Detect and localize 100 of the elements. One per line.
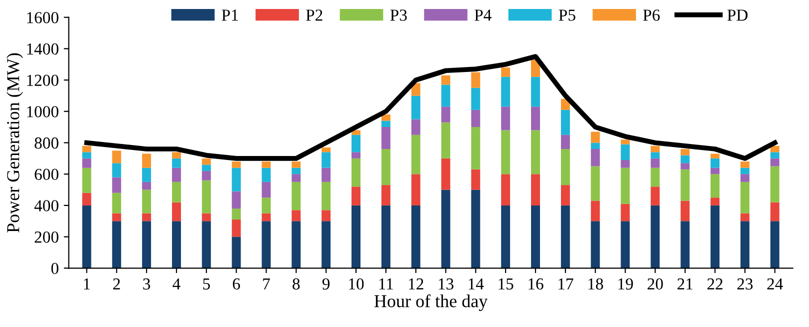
- bar: [620, 168, 630, 204]
- y-tick-label: 200: [34, 231, 58, 243]
- x-tick-label: 6: [232, 278, 240, 290]
- bar: [262, 182, 271, 198]
- bar: [650, 205, 660, 268]
- legend-label: PD: [727, 10, 748, 21]
- bar: [172, 168, 181, 182]
- bar: [352, 130, 360, 135]
- bar: [202, 180, 211, 214]
- bar: [381, 120, 390, 128]
- bar: [202, 158, 211, 165]
- bar: [501, 130, 510, 174]
- bar: [322, 182, 331, 210]
- bar: [262, 221, 271, 268]
- y-tick-label: 1600: [27, 12, 58, 24]
- bar: [560, 134, 570, 150]
- bar: [531, 76, 540, 107]
- bar: [202, 221, 211, 268]
- bar: [650, 158, 660, 168]
- bar: [441, 158, 450, 190]
- x-tick-label: 9: [322, 278, 330, 290]
- bar: [112, 177, 122, 193]
- bar: [381, 185, 390, 206]
- bar: [411, 205, 420, 268]
- bar: [620, 140, 630, 144]
- bar: [740, 213, 750, 222]
- bar: [142, 213, 152, 222]
- bar: [441, 122, 450, 158]
- bar: [531, 130, 540, 174]
- bar: [710, 168, 720, 174]
- x-tick-label: 20: [648, 278, 663, 290]
- bar: [142, 168, 152, 182]
- bar: [531, 174, 540, 206]
- bar: [381, 114, 390, 121]
- bar: [142, 182, 152, 190]
- bar: [202, 170, 211, 180]
- bar: [680, 221, 690, 268]
- bar: [202, 164, 211, 171]
- x-tick-label: 1: [84, 278, 90, 290]
- bar: [620, 204, 630, 222]
- bar: [82, 192, 92, 206]
- bar: [292, 221, 301, 268]
- bar: [650, 186, 660, 206]
- legend-label: P3: [390, 10, 407, 21]
- x-tick-label: 13: [438, 278, 454, 290]
- bar: [680, 149, 690, 156]
- y-tick-label: 1000: [27, 106, 58, 118]
- bar: [770, 166, 780, 202]
- bar: [292, 168, 301, 174]
- x-tick-label: 19: [618, 278, 633, 290]
- line-series: [84, 54, 778, 161]
- bar: [262, 198, 271, 214]
- bar: [501, 76, 510, 107]
- bar: [501, 174, 510, 206]
- bar: [112, 150, 122, 164]
- y-tick-label: 600: [34, 168, 58, 180]
- bar: [590, 166, 600, 201]
- bar: [770, 202, 780, 222]
- y-tick-label: 1400: [27, 43, 58, 55]
- bar: [770, 221, 780, 268]
- bar: [381, 127, 390, 150]
- bar: [82, 152, 92, 158]
- bar: [650, 168, 660, 187]
- bar: [740, 168, 750, 174]
- bar: [710, 174, 720, 198]
- bar: [381, 205, 390, 268]
- bar: [142, 154, 152, 168]
- bar: [680, 163, 690, 170]
- bar: [381, 149, 390, 186]
- bar: [322, 147, 331, 152]
- bar: [710, 205, 720, 268]
- x-tick-label: 14: [468, 278, 484, 290]
- bar: [262, 213, 271, 222]
- bar: [262, 162, 271, 168]
- bar: [232, 162, 241, 168]
- bar: [411, 119, 420, 135]
- bar: [620, 221, 630, 268]
- bar: [82, 146, 92, 152]
- bar: [232, 191, 241, 209]
- x-tick-label: 16: [528, 278, 544, 290]
- bar: [172, 221, 181, 268]
- bar: [501, 205, 510, 268]
- bar: [112, 213, 122, 222]
- x-axis-title: Hour of the day: [374, 294, 488, 311]
- bar: [501, 67, 510, 77]
- bar: [590, 200, 600, 222]
- bar: [322, 168, 331, 182]
- bar: [501, 106, 510, 130]
- bar: [620, 144, 630, 160]
- bar: [560, 185, 570, 206]
- bar: [82, 205, 92, 268]
- bar: [740, 162, 750, 168]
- bar: [531, 106, 540, 130]
- x-tick-label: 18: [588, 278, 604, 290]
- bar: [441, 190, 450, 268]
- bar: [172, 182, 181, 202]
- x-tick-label: 23: [737, 278, 753, 290]
- bar: [471, 127, 480, 170]
- legend-label: P1: [222, 10, 238, 21]
- y-tick-label: 400: [34, 200, 58, 212]
